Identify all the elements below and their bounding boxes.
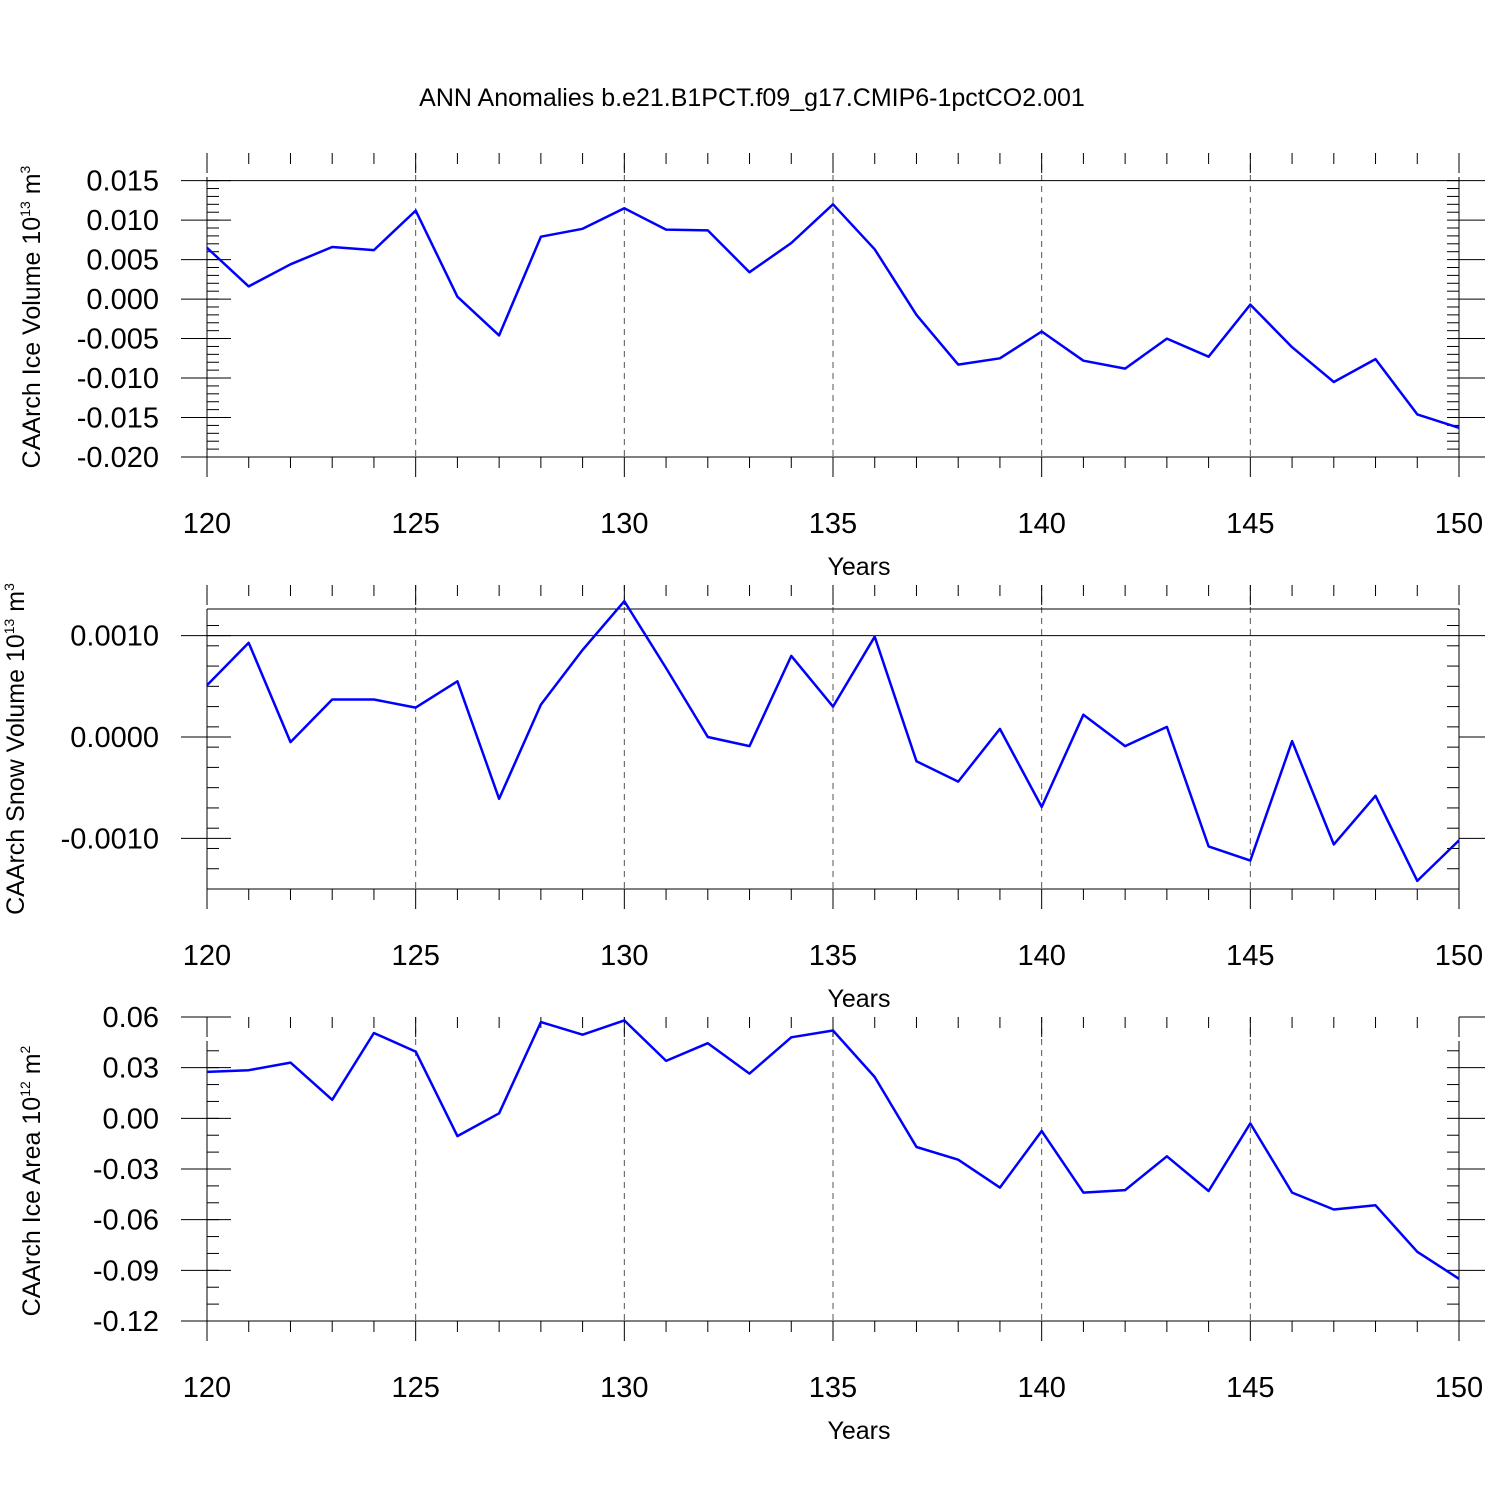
x-tick-label: 120 xyxy=(183,940,231,972)
y-tick-label: -0.020 xyxy=(77,442,159,474)
x-tick-label: 145 xyxy=(1226,508,1274,540)
y-axis-label: CAArch Ice Area 1012 m2 xyxy=(17,1045,46,1316)
y-tick-label: -0.09 xyxy=(93,1255,159,1287)
x-tick-label: 150 xyxy=(1435,1372,1483,1404)
y-tick-label: -0.005 xyxy=(77,324,159,356)
y-axis-label: CAArch Ice Volume 1013 m3 xyxy=(17,165,46,468)
x-tick-label: 145 xyxy=(1226,940,1274,972)
x-tick-label: 130 xyxy=(600,1372,648,1404)
x-tick-label: 140 xyxy=(1017,508,1065,540)
y-tick-label: -0.12 xyxy=(93,1306,159,1338)
chart-panel-3: 120 125 130 135 140 145 150 -0.12 -0.09 -0.06 -0.0… xyxy=(17,1002,1485,1445)
x-tick-label: 125 xyxy=(391,508,439,540)
x-tick-label: 125 xyxy=(391,1372,439,1404)
chart-panel-2: 120 125 130 135 140 145 150 -0.0010 0.0000 0.0010… xyxy=(1,583,1485,1013)
x-axis-label: Years xyxy=(827,553,890,581)
x-axis-label: Years xyxy=(827,1417,890,1445)
y-tick-label: 0.06 xyxy=(103,1002,159,1034)
chart-panel-1: 120 125 130 135 140 145 150 -0.020 -0.015 -0.010 -… xyxy=(17,153,1485,581)
x-axis-label: Years xyxy=(827,985,890,1013)
x-tick-label: 130 xyxy=(600,508,648,540)
y-tick-label: 0.0010 xyxy=(70,621,159,653)
y-tick-label: -0.06 xyxy=(93,1205,159,1237)
y-tick-label: -0.0010 xyxy=(61,823,159,855)
x-tick-label: 145 xyxy=(1226,1372,1274,1404)
x-tick-label: 120 xyxy=(183,508,231,540)
x-tick-label: 130 xyxy=(600,940,648,972)
x-tick-label: 140 xyxy=(1017,940,1065,972)
x-tick-label: 150 xyxy=(1435,940,1483,972)
y-tick-label: 0.000 xyxy=(86,284,159,316)
y-axis-label: CAArch Snow Volume 1013 m3 xyxy=(1,583,30,915)
chart-panels: 120 125 130 135 140 145 150 -0.020 -0.015 -0.010 -… xyxy=(1,153,1485,1445)
x-tick-label: 135 xyxy=(809,1372,857,1404)
y-tick-label: -0.010 xyxy=(77,363,159,395)
x-tick-label: 135 xyxy=(809,508,857,540)
y-tick-label: 0.03 xyxy=(103,1053,159,1085)
y-tick-label: 0.0000 xyxy=(70,722,159,754)
x-tick-label: 120 xyxy=(183,1372,231,1404)
x-tick-label: 135 xyxy=(809,940,857,972)
y-tick-label: 0.010 xyxy=(86,205,159,237)
y-tick-label: -0.015 xyxy=(77,403,159,435)
y-tick-label: -0.03 xyxy=(93,1154,159,1186)
series-line xyxy=(206,1019,1460,1280)
series-line xyxy=(206,203,1460,429)
x-tick-label: 125 xyxy=(391,940,439,972)
figure-title: ANN Anomalies b.e21.B1PCT.f09_g17.CMIP6-… xyxy=(419,84,1085,112)
x-tick-label: 150 xyxy=(1435,508,1483,540)
y-tick-label: 0.005 xyxy=(86,245,159,277)
y-tick-label: 0.015 xyxy=(86,166,159,198)
y-tick-label: 0.00 xyxy=(103,1103,159,1135)
x-tick-label: 140 xyxy=(1017,1372,1065,1404)
